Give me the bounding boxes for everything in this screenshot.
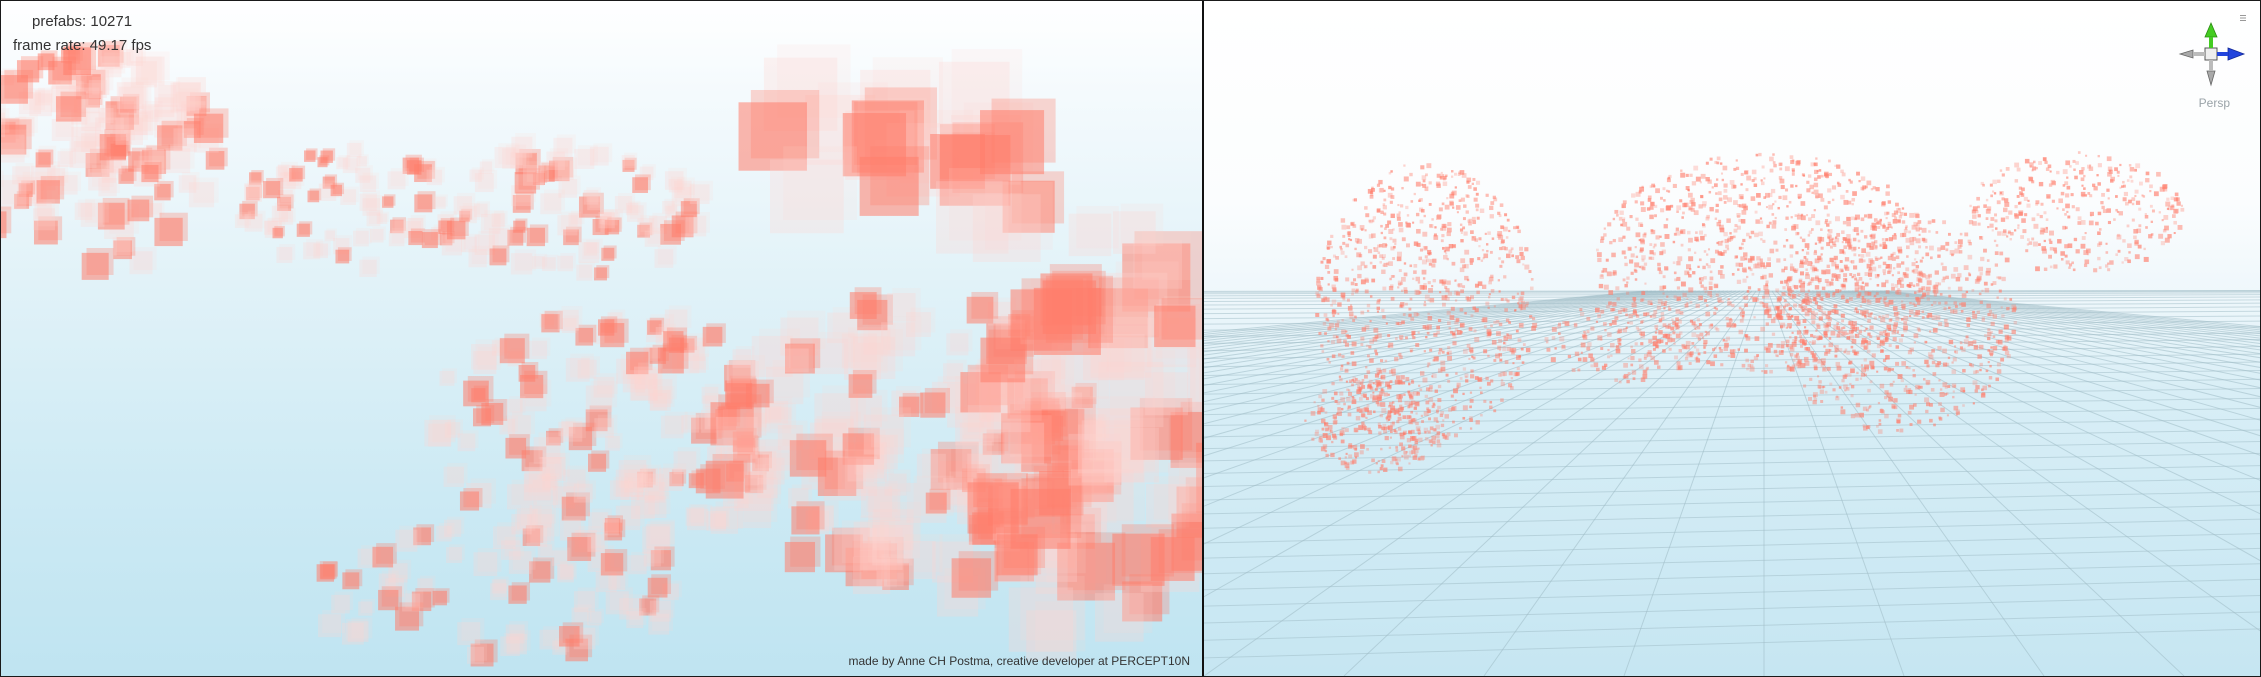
prefab-count-label: prefabs: 10271 <box>32 13 133 30</box>
frame-rate-label: frame rate: 49.17 fps <box>13 37 152 54</box>
view-divider <box>1202 1 1204 676</box>
game-cube-field <box>1 39 1202 667</box>
scene-ground-grid <box>1204 290 2260 676</box>
scene-view[interactable]: Persp <box>1204 1 2260 676</box>
orientation-gizmo-icon[interactable] <box>2176 19 2246 89</box>
scene-cube-cloud <box>1304 151 2185 474</box>
scene-menu-icon[interactable] <box>2238 13 2248 23</box>
projection-label[interactable]: Persp <box>2198 96 2230 110</box>
credit-text: made by Anne CH Postma, creative develop… <box>848 654 1191 668</box>
game-view[interactable]: prefabs: 10271 frame rate: 49.17 fps mad… <box>1 1 1202 676</box>
